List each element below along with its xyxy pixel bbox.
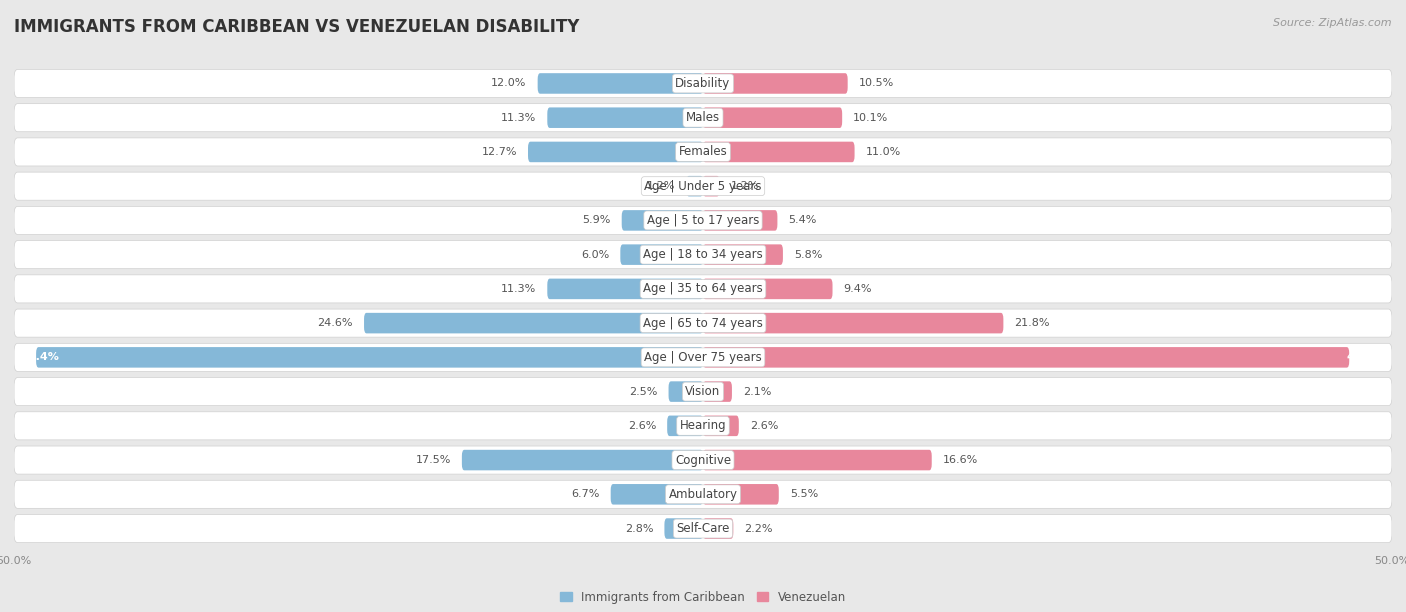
FancyBboxPatch shape	[461, 450, 703, 471]
FancyBboxPatch shape	[14, 103, 1392, 132]
Text: 48.4%: 48.4%	[21, 353, 60, 362]
Text: 46.9%: 46.9%	[1346, 353, 1385, 362]
FancyBboxPatch shape	[547, 278, 703, 299]
Text: 11.3%: 11.3%	[501, 113, 536, 122]
Text: Age | Under 5 years: Age | Under 5 years	[644, 180, 762, 193]
Text: 12.0%: 12.0%	[491, 78, 527, 89]
FancyBboxPatch shape	[14, 172, 1392, 200]
FancyBboxPatch shape	[14, 412, 1392, 440]
Text: Age | 18 to 34 years: Age | 18 to 34 years	[643, 248, 763, 261]
FancyBboxPatch shape	[14, 480, 1392, 509]
FancyBboxPatch shape	[703, 450, 932, 471]
Text: 9.4%: 9.4%	[844, 284, 872, 294]
FancyBboxPatch shape	[14, 275, 1392, 303]
FancyBboxPatch shape	[610, 484, 703, 504]
Text: Hearing: Hearing	[679, 419, 727, 432]
FancyBboxPatch shape	[14, 515, 1392, 543]
FancyBboxPatch shape	[703, 73, 848, 94]
Text: 21.8%: 21.8%	[1014, 318, 1050, 328]
Text: 6.0%: 6.0%	[581, 250, 609, 259]
FancyBboxPatch shape	[14, 138, 1392, 166]
FancyBboxPatch shape	[686, 176, 703, 196]
Text: 10.1%: 10.1%	[853, 113, 889, 122]
FancyBboxPatch shape	[703, 210, 778, 231]
Text: 2.1%: 2.1%	[742, 387, 772, 397]
Text: Males: Males	[686, 111, 720, 124]
FancyBboxPatch shape	[14, 446, 1392, 474]
FancyBboxPatch shape	[703, 484, 779, 504]
Text: 12.7%: 12.7%	[481, 147, 517, 157]
FancyBboxPatch shape	[14, 241, 1392, 269]
Text: 5.4%: 5.4%	[789, 215, 817, 225]
Text: 5.9%: 5.9%	[582, 215, 610, 225]
Text: 16.6%: 16.6%	[943, 455, 979, 465]
FancyBboxPatch shape	[703, 244, 783, 265]
FancyBboxPatch shape	[669, 381, 703, 402]
Text: 5.8%: 5.8%	[794, 250, 823, 259]
FancyBboxPatch shape	[703, 141, 855, 162]
Text: Cognitive: Cognitive	[675, 453, 731, 466]
Text: Age | 65 to 74 years: Age | 65 to 74 years	[643, 316, 763, 330]
Text: 10.5%: 10.5%	[859, 78, 894, 89]
Text: 2.2%: 2.2%	[744, 523, 773, 534]
FancyBboxPatch shape	[703, 313, 1004, 334]
Text: 1.2%: 1.2%	[731, 181, 759, 191]
Text: Age | 5 to 17 years: Age | 5 to 17 years	[647, 214, 759, 227]
Text: Vision: Vision	[685, 385, 721, 398]
Text: 17.5%: 17.5%	[415, 455, 451, 465]
FancyBboxPatch shape	[529, 141, 703, 162]
Text: 24.6%: 24.6%	[318, 318, 353, 328]
FancyBboxPatch shape	[703, 416, 738, 436]
FancyBboxPatch shape	[668, 416, 703, 436]
Text: 2.5%: 2.5%	[628, 387, 658, 397]
FancyBboxPatch shape	[37, 347, 703, 368]
FancyBboxPatch shape	[364, 313, 703, 334]
Text: Ambulatory: Ambulatory	[668, 488, 738, 501]
FancyBboxPatch shape	[703, 381, 733, 402]
Legend: Immigrants from Caribbean, Venezuelan: Immigrants from Caribbean, Venezuelan	[555, 586, 851, 608]
FancyBboxPatch shape	[621, 210, 703, 231]
FancyBboxPatch shape	[703, 176, 720, 196]
Text: 2.6%: 2.6%	[749, 421, 779, 431]
FancyBboxPatch shape	[620, 244, 703, 265]
Text: Age | 35 to 64 years: Age | 35 to 64 years	[643, 282, 763, 296]
Text: Source: ZipAtlas.com: Source: ZipAtlas.com	[1274, 18, 1392, 28]
FancyBboxPatch shape	[14, 343, 1392, 371]
Text: Age | Over 75 years: Age | Over 75 years	[644, 351, 762, 364]
Text: Self-Care: Self-Care	[676, 522, 730, 535]
Text: 5.5%: 5.5%	[790, 490, 818, 499]
Text: 2.8%: 2.8%	[624, 523, 654, 534]
FancyBboxPatch shape	[703, 518, 734, 539]
FancyBboxPatch shape	[665, 518, 703, 539]
FancyBboxPatch shape	[703, 278, 832, 299]
FancyBboxPatch shape	[537, 73, 703, 94]
FancyBboxPatch shape	[703, 108, 842, 128]
Text: 11.3%: 11.3%	[501, 284, 536, 294]
Text: 6.7%: 6.7%	[571, 490, 599, 499]
FancyBboxPatch shape	[547, 108, 703, 128]
FancyBboxPatch shape	[703, 347, 1350, 368]
Text: Disability: Disability	[675, 77, 731, 90]
FancyBboxPatch shape	[14, 378, 1392, 406]
FancyBboxPatch shape	[14, 309, 1392, 337]
FancyBboxPatch shape	[14, 69, 1392, 97]
Text: Females: Females	[679, 146, 727, 159]
Text: 1.2%: 1.2%	[647, 181, 675, 191]
Text: 11.0%: 11.0%	[866, 147, 901, 157]
Text: IMMIGRANTS FROM CARIBBEAN VS VENEZUELAN DISABILITY: IMMIGRANTS FROM CARIBBEAN VS VENEZUELAN …	[14, 18, 579, 36]
Text: 2.6%: 2.6%	[627, 421, 657, 431]
FancyBboxPatch shape	[14, 206, 1392, 234]
